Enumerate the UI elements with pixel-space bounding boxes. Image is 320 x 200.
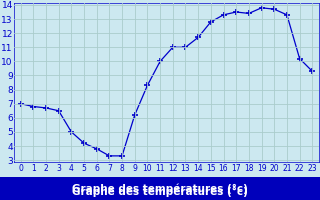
Text: Graphe des températures (°c): Graphe des températures (°c)	[72, 187, 248, 197]
Text: Graphe des températures (°c): Graphe des températures (°c)	[72, 184, 248, 194]
